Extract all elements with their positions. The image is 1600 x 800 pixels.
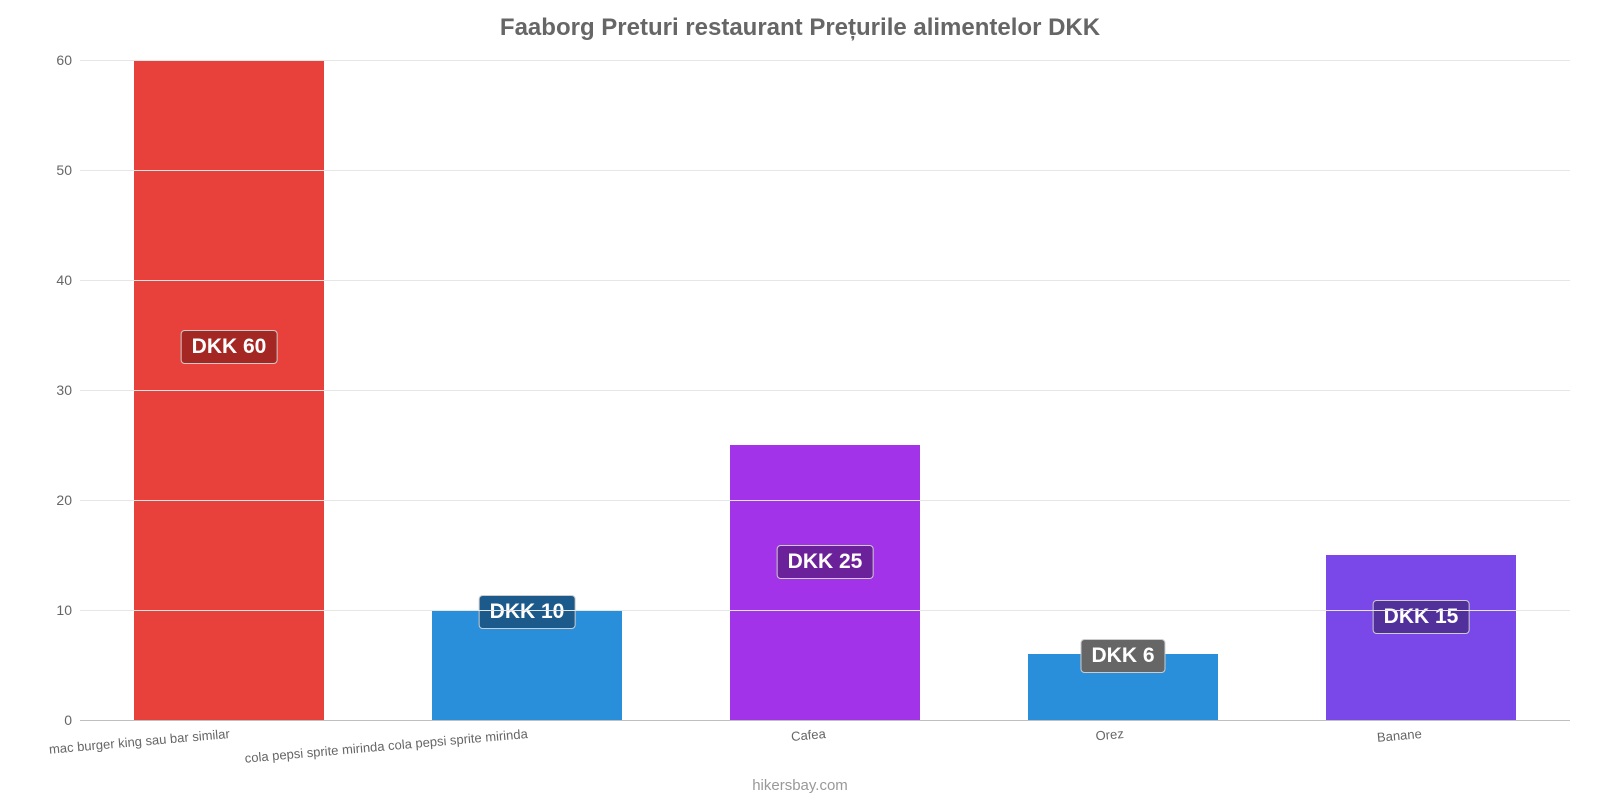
y-tick-label: 10 [56, 602, 80, 618]
bar: DKK 10 [432, 610, 623, 720]
x-tick-label: Banane [1372, 726, 1422, 745]
bar-value-label: DKK 60 [181, 330, 278, 364]
x-tick-label: cola pepsi sprite mirinda cola pepsi spr… [240, 726, 528, 766]
gridline [80, 610, 1570, 611]
plot-area: DKK 60mac burger king sau bar similarDKK… [80, 60, 1570, 720]
y-tick-label: 20 [56, 492, 80, 508]
x-tick-label: Orez [1091, 726, 1124, 744]
y-tick-label: 40 [56, 272, 80, 288]
bar-value-label: DKK 15 [1373, 600, 1470, 634]
bar: DKK 15 [1326, 555, 1517, 720]
gridline [80, 280, 1570, 281]
bar: DKK 25 [730, 445, 921, 720]
y-tick-label: 30 [56, 382, 80, 398]
gridline [80, 500, 1570, 501]
x-tick-label: Cafea [786, 726, 826, 744]
gridline [80, 390, 1570, 391]
gridline [80, 170, 1570, 171]
bar-value-label: DKK 10 [479, 595, 576, 629]
gridline [80, 60, 1570, 61]
x-axis-line [80, 720, 1570, 721]
y-tick-label: 50 [56, 162, 80, 178]
bar-value-label: DKK 6 [1080, 639, 1165, 673]
y-tick-label: 60 [56, 52, 80, 68]
y-tick-label: 0 [64, 712, 80, 728]
chart-title: Faaborg Preturi restaurant Prețurile ali… [0, 14, 1600, 42]
bar: DKK 6 [1028, 654, 1219, 720]
bar-value-label: DKK 25 [777, 545, 874, 579]
chart-footer: hikersbay.com [0, 777, 1600, 794]
x-tick-label: mac burger king sau bar similar [44, 726, 230, 757]
